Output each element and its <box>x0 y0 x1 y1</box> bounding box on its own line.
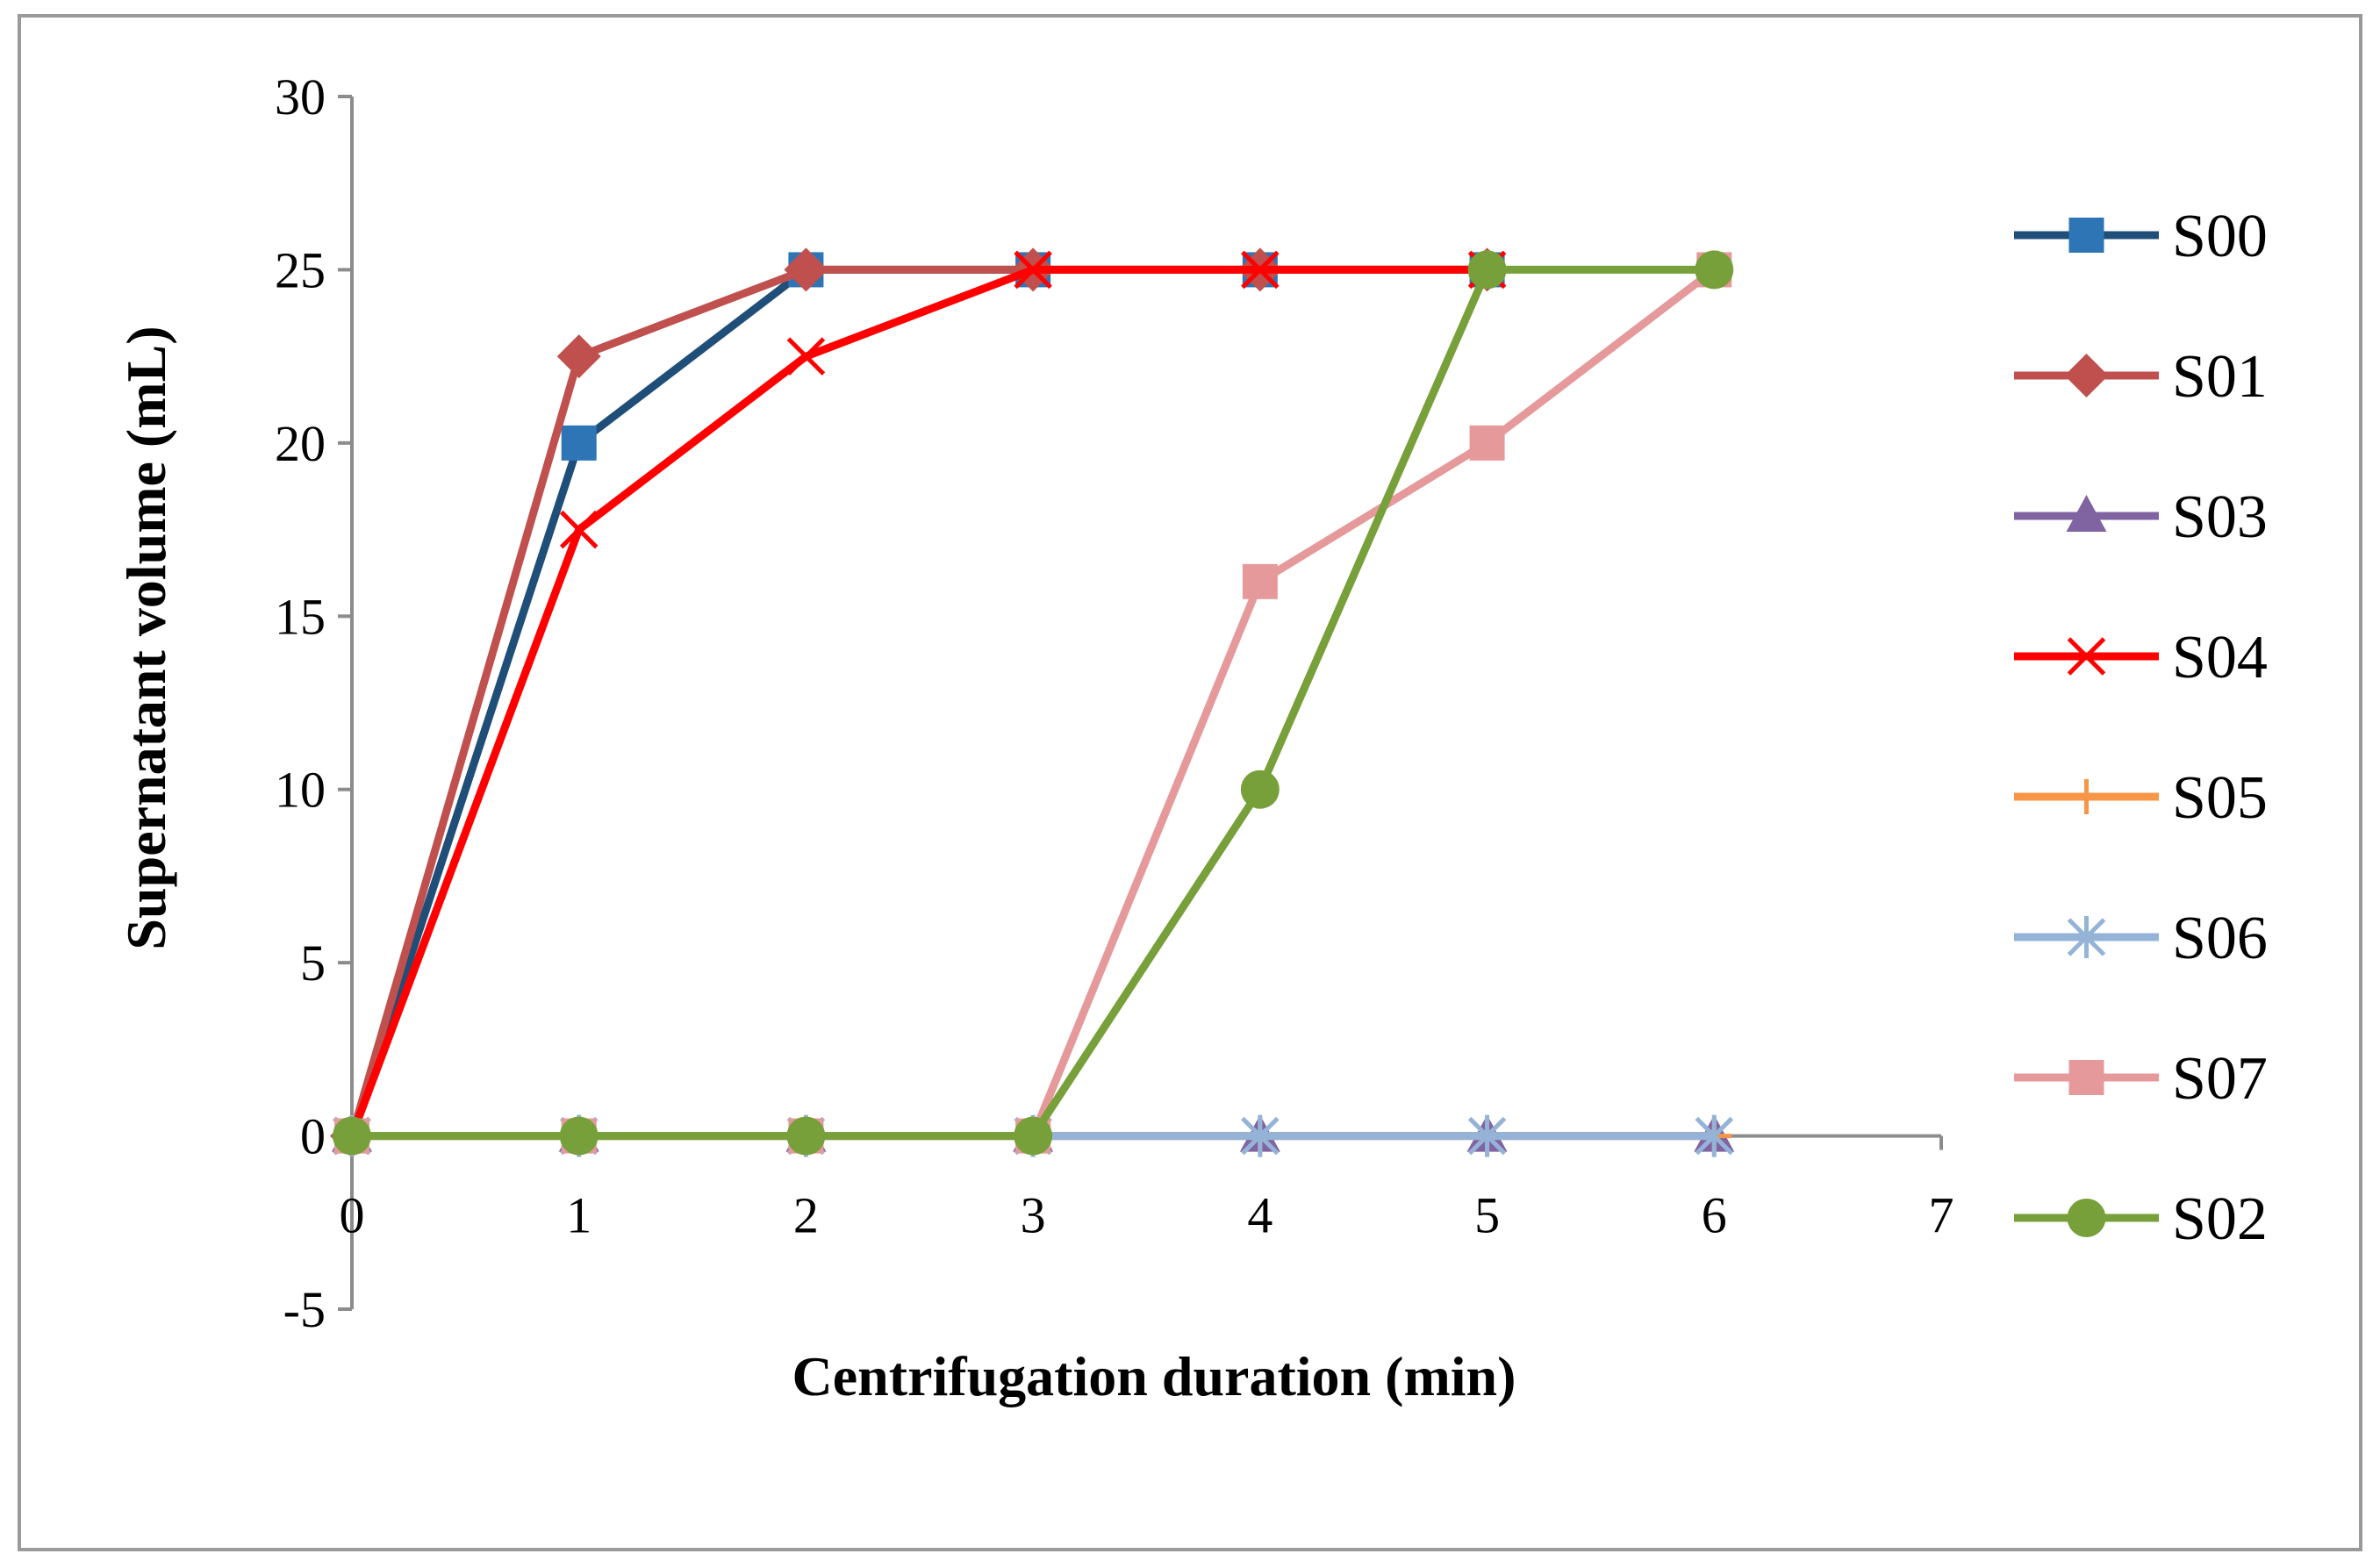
legend-item-s04: S04 <box>2014 624 2268 691</box>
marker-asterisk <box>2067 916 2106 958</box>
series-line <box>348 265 1488 1138</box>
marker-circle <box>1467 250 1507 290</box>
y-axis-title: Supernatant volume (mL) <box>115 326 177 949</box>
legend: S00 S01 S03 S04 S05 S06 S07 S02 <box>2014 203 2268 1253</box>
marker-circle <box>2067 1199 2106 1237</box>
marker-x <box>786 337 826 376</box>
marker-x <box>1014 250 1052 290</box>
marker-asterisk <box>1695 1114 1734 1157</box>
marker-diamond <box>784 247 828 292</box>
legend-item-s02: S02 <box>2014 1185 2268 1253</box>
legend-label: S01 <box>2172 343 2268 411</box>
y-tick-label: 25 <box>275 241 326 298</box>
marker-circle <box>333 1116 371 1156</box>
marker-circle <box>1240 770 1280 809</box>
marker-square <box>561 425 597 461</box>
legend-label: S03 <box>2172 483 2268 551</box>
x-tick-label: 4 <box>1247 1187 1272 1244</box>
legend-label: S00 <box>2172 203 2268 270</box>
y-tick-label: 5 <box>300 934 326 992</box>
x-tick-label: 6 <box>1702 1187 1727 1244</box>
legend-item-s07: S07 <box>2014 1045 2268 1113</box>
y-tick-label: 15 <box>275 588 326 645</box>
marker-circle <box>1695 250 1734 290</box>
series-s04 <box>333 250 1507 1156</box>
y-tick-label: 20 <box>275 415 326 472</box>
x-tick-label: 5 <box>1474 1187 1500 1244</box>
y-tick-label: 30 <box>275 68 326 125</box>
y-tick-label: -5 <box>283 1281 326 1338</box>
marker-x <box>559 510 599 549</box>
marker-square <box>2068 1060 2104 1095</box>
y-tick-label: 10 <box>275 762 326 819</box>
legend-item-s00: S00 <box>2014 203 2268 270</box>
legend-label: S04 <box>2172 624 2268 691</box>
chart-border <box>18 14 2362 1551</box>
legend-label: S02 <box>2172 1185 2268 1253</box>
legend-item-s01: S01 <box>2014 343 2268 411</box>
marker-x <box>1241 250 1280 290</box>
x-tick-label: 3 <box>1021 1187 1046 1244</box>
x-axis-title: Centrifugation duration (min) <box>792 1345 1516 1407</box>
plot-area <box>330 247 1735 1158</box>
marker-x <box>2067 637 2106 676</box>
legend-item-s05: S05 <box>2014 764 2268 832</box>
legend-label: S05 <box>2172 764 2268 832</box>
marker-circle <box>1014 1116 1053 1156</box>
marker-diamond <box>2064 354 2109 397</box>
marker-square <box>1469 425 1505 461</box>
x-tick-label: 1 <box>566 1187 591 1244</box>
marker-square <box>1242 563 1278 599</box>
legend-item-s03: S03 <box>2014 483 2268 551</box>
x-tick-label: 0 <box>340 1187 365 1244</box>
x-tick-label: 7 <box>1929 1187 1954 1244</box>
marker-circle <box>559 1116 599 1156</box>
marker-plus <box>2068 779 2104 814</box>
marker-asterisk <box>1467 1114 1507 1157</box>
marker-asterisk <box>1241 1114 1280 1157</box>
legend-item-s06: S06 <box>2014 905 2268 972</box>
y-tick-label: 0 <box>300 1108 326 1165</box>
x-tick-label: 2 <box>793 1187 819 1244</box>
marker-triangle <box>2066 495 2107 532</box>
legend-label: S06 <box>2172 905 2268 972</box>
marker-diamond <box>556 334 601 379</box>
series-s02 <box>333 250 1734 1156</box>
marker-square <box>2068 218 2104 253</box>
legend-label: S07 <box>2172 1045 2268 1113</box>
marker-circle <box>786 1116 826 1156</box>
